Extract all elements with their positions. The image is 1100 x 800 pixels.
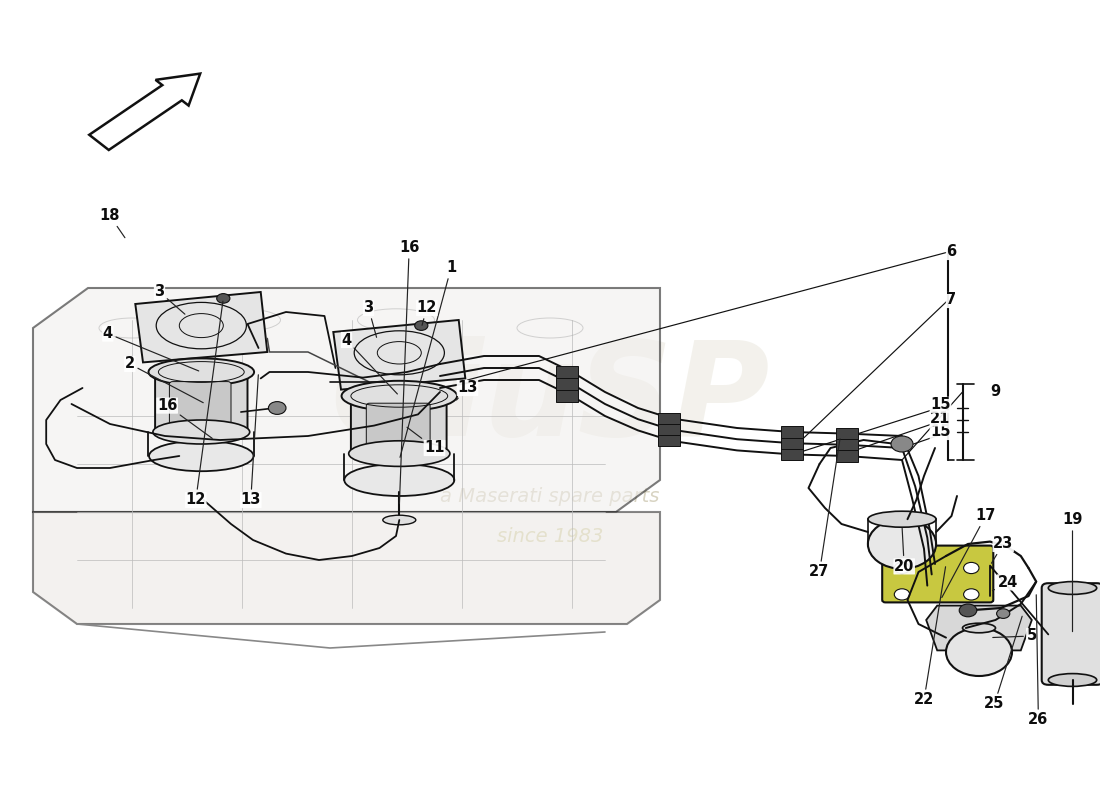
Circle shape <box>894 562 910 574</box>
Circle shape <box>415 321 428 330</box>
Text: 3: 3 <box>363 301 376 338</box>
Text: 6: 6 <box>946 245 957 259</box>
Circle shape <box>959 604 977 617</box>
Polygon shape <box>658 424 680 435</box>
Text: 13: 13 <box>241 374 261 507</box>
Text: 16: 16 <box>157 398 212 438</box>
Text: 19: 19 <box>1063 513 1082 632</box>
Text: 26: 26 <box>1028 594 1048 727</box>
Text: 9: 9 <box>990 385 1001 399</box>
FancyBboxPatch shape <box>366 403 430 448</box>
Circle shape <box>964 562 979 574</box>
FancyBboxPatch shape <box>1042 583 1100 685</box>
Text: 2: 2 <box>124 357 204 402</box>
Text: 4: 4 <box>102 326 199 371</box>
Circle shape <box>964 589 979 600</box>
Text: 15: 15 <box>931 425 950 439</box>
Polygon shape <box>33 512 660 624</box>
Ellipse shape <box>868 511 936 527</box>
Circle shape <box>268 402 286 414</box>
Text: 1: 1 <box>400 261 456 458</box>
Text: since 1983: since 1983 <box>497 526 603 546</box>
Text: 4: 4 <box>341 333 397 394</box>
Text: 12: 12 <box>417 301 437 326</box>
Text: 3: 3 <box>154 285 185 314</box>
Polygon shape <box>556 366 578 378</box>
Text: 15: 15 <box>931 398 950 412</box>
Polygon shape <box>781 426 803 438</box>
Polygon shape <box>89 74 200 150</box>
Polygon shape <box>836 428 858 439</box>
Text: 24: 24 <box>992 575 1018 590</box>
Ellipse shape <box>868 519 936 569</box>
Polygon shape <box>658 413 680 424</box>
Polygon shape <box>33 288 660 512</box>
Polygon shape <box>836 439 858 450</box>
Text: GiuSP: GiuSP <box>330 337 770 463</box>
Polygon shape <box>926 606 1032 650</box>
Circle shape <box>891 436 913 452</box>
FancyBboxPatch shape <box>351 393 447 458</box>
Ellipse shape <box>962 623 996 633</box>
FancyBboxPatch shape <box>882 546 993 602</box>
Ellipse shape <box>148 358 254 386</box>
Text: 22: 22 <box>914 566 946 707</box>
Text: 7: 7 <box>946 293 957 307</box>
Ellipse shape <box>344 464 454 496</box>
Text: 5: 5 <box>993 629 1037 643</box>
Text: 21: 21 <box>931 411 950 426</box>
FancyBboxPatch shape <box>155 370 248 437</box>
Polygon shape <box>556 390 578 402</box>
Polygon shape <box>333 320 465 390</box>
Circle shape <box>894 589 910 600</box>
Text: 13: 13 <box>456 381 477 400</box>
Ellipse shape <box>341 381 458 411</box>
Text: 23: 23 <box>991 537 1013 563</box>
FancyBboxPatch shape <box>169 382 231 426</box>
Ellipse shape <box>148 441 253 471</box>
Text: 16: 16 <box>399 241 419 504</box>
Ellipse shape <box>1048 582 1097 594</box>
Ellipse shape <box>383 515 416 525</box>
Polygon shape <box>135 292 267 362</box>
Circle shape <box>217 294 230 303</box>
Text: 20: 20 <box>894 528 914 574</box>
Ellipse shape <box>1048 674 1097 686</box>
Circle shape <box>997 609 1010 618</box>
Polygon shape <box>836 450 858 462</box>
Circle shape <box>946 628 1012 676</box>
Text: 25: 25 <box>984 616 1022 711</box>
Polygon shape <box>556 378 578 390</box>
Polygon shape <box>658 435 680 446</box>
Text: 27: 27 <box>810 438 840 579</box>
Text: 18: 18 <box>100 209 125 238</box>
Ellipse shape <box>153 420 250 444</box>
Text: 17: 17 <box>942 509 996 598</box>
Ellipse shape <box>349 441 450 466</box>
Text: 12: 12 <box>186 301 223 507</box>
Polygon shape <box>781 438 803 449</box>
Polygon shape <box>781 449 803 460</box>
Text: 11: 11 <box>407 427 444 455</box>
Text: a Maserati spare parts: a Maserati spare parts <box>440 486 660 506</box>
